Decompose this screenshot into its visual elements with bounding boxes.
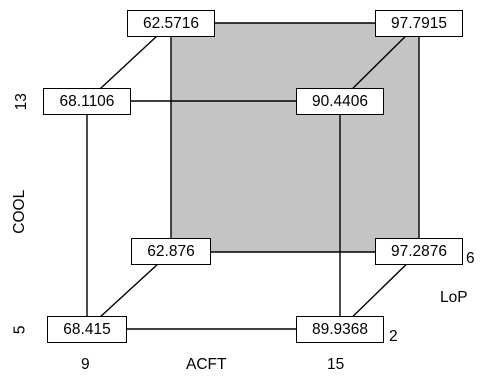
value-back-bottom-left: 62.876 bbox=[131, 238, 211, 265]
value-front-bottom-left: 68.415 bbox=[47, 316, 127, 343]
value-back-top-left: 62.5716 bbox=[127, 10, 215, 37]
value-front-bottom-right: 89.9368 bbox=[296, 316, 384, 343]
x-axis-low-label: 9 bbox=[81, 356, 90, 373]
value-back-top-right: 97.7915 bbox=[375, 10, 463, 37]
value-back-bottom-right: 97.2876 bbox=[375, 238, 463, 265]
z-axis-title: LoP bbox=[440, 289, 468, 306]
z-axis-low-label: 2 bbox=[389, 328, 398, 345]
y-axis-high-label: 13 bbox=[12, 93, 30, 111]
shaded-back-face bbox=[171, 23, 419, 252]
value-front-top-right: 90.4406 bbox=[296, 88, 384, 115]
z-axis-high-label: 6 bbox=[466, 250, 475, 267]
x-axis-title: ACFT bbox=[186, 356, 227, 373]
y-axis-low-label: 5 bbox=[11, 325, 29, 335]
y-axis-title: COOL bbox=[11, 189, 29, 234]
x-axis-high-label: 15 bbox=[327, 356, 345, 373]
value-front-top-left: 68.1106 bbox=[43, 88, 131, 115]
